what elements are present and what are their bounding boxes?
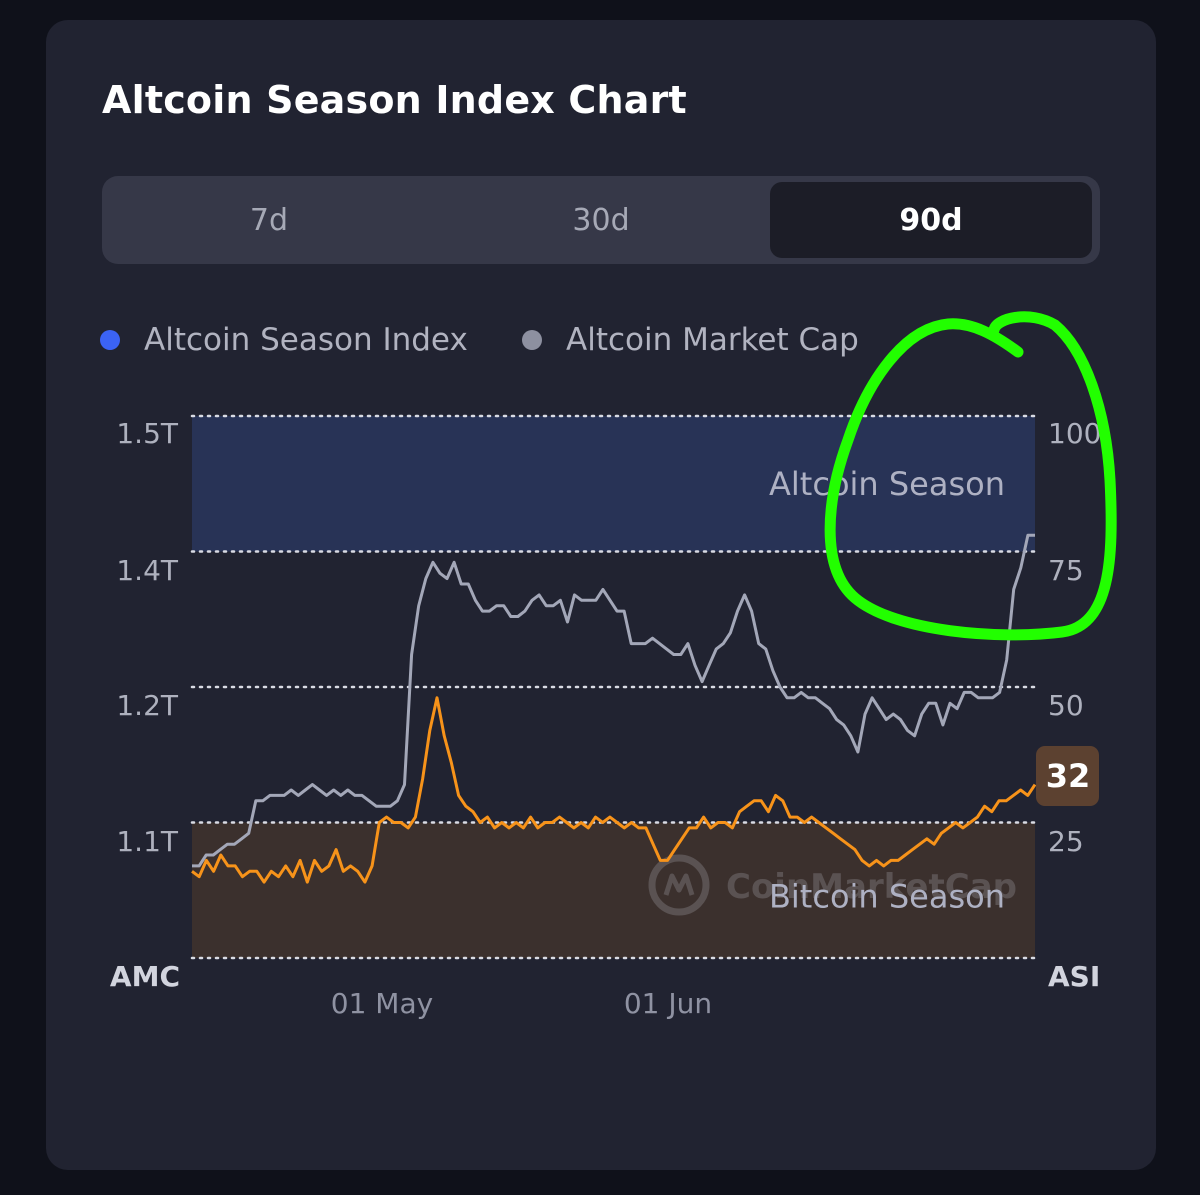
altcoin-season-label: Altcoin Season (769, 465, 1005, 503)
y-left-axis-name: AMC (110, 960, 180, 993)
altcoin-season-zone (192, 416, 1035, 552)
tab-90d[interactable]: 90d (770, 182, 1092, 258)
legend-label: Altcoin Market Cap (566, 322, 859, 358)
watermark: CoinMarketCap (648, 854, 1017, 916)
legend-item-altcoin-market-cap[interactable]: Altcoin Market Cap (522, 322, 859, 358)
coinmarketcap-logo-mark (663, 873, 695, 896)
x-tick-label: 01 May (331, 987, 433, 1020)
tab-30d[interactable]: 30d (572, 202, 630, 238)
y-left-tick: 1.5T (116, 417, 179, 450)
x-tick-label: 01 Jun (624, 987, 712, 1020)
y-left-tick: 1.1T (116, 825, 179, 858)
current-value-badge (1036, 746, 1099, 806)
legend-dot-icon (522, 330, 542, 350)
series-line-altcoin-season-index (191, 696, 1037, 884)
tab-7d[interactable]: 7d (249, 202, 289, 238)
timeframe-tabs: 7d 30d 90d (102, 176, 1100, 264)
bitcoin-season-zone (192, 822, 1035, 958)
y-left-tick: 1.4T (116, 554, 179, 587)
highlight-circle-annotation (824, 311, 1117, 641)
series-line-altcoin-market-cap (192, 533, 1035, 868)
y-right-tick: 75 (1048, 554, 1084, 587)
bitcoin-season-label: Bitcoin Season (769, 878, 1005, 916)
y-right-tick: 100 (1048, 417, 1101, 450)
current-value-text: 32 (1046, 757, 1091, 795)
y-right-tick: 50 (1048, 689, 1084, 722)
y-right-tick: 25 (1048, 825, 1084, 858)
coinmarketcap-logo-icon (648, 854, 710, 916)
legend-label: Altcoin Season Index (144, 322, 468, 358)
y-left-tick: 1.2T (116, 689, 179, 722)
chart-title: Altcoin Season Index Chart (102, 78, 687, 122)
y-right-axis-name: ASI (1048, 960, 1100, 993)
legend-item-altcoin-season-index[interactable]: Altcoin Season Index (100, 322, 468, 358)
watermark-text: CoinMarketCap (726, 867, 1017, 907)
legend-dot-icon (100, 330, 120, 350)
